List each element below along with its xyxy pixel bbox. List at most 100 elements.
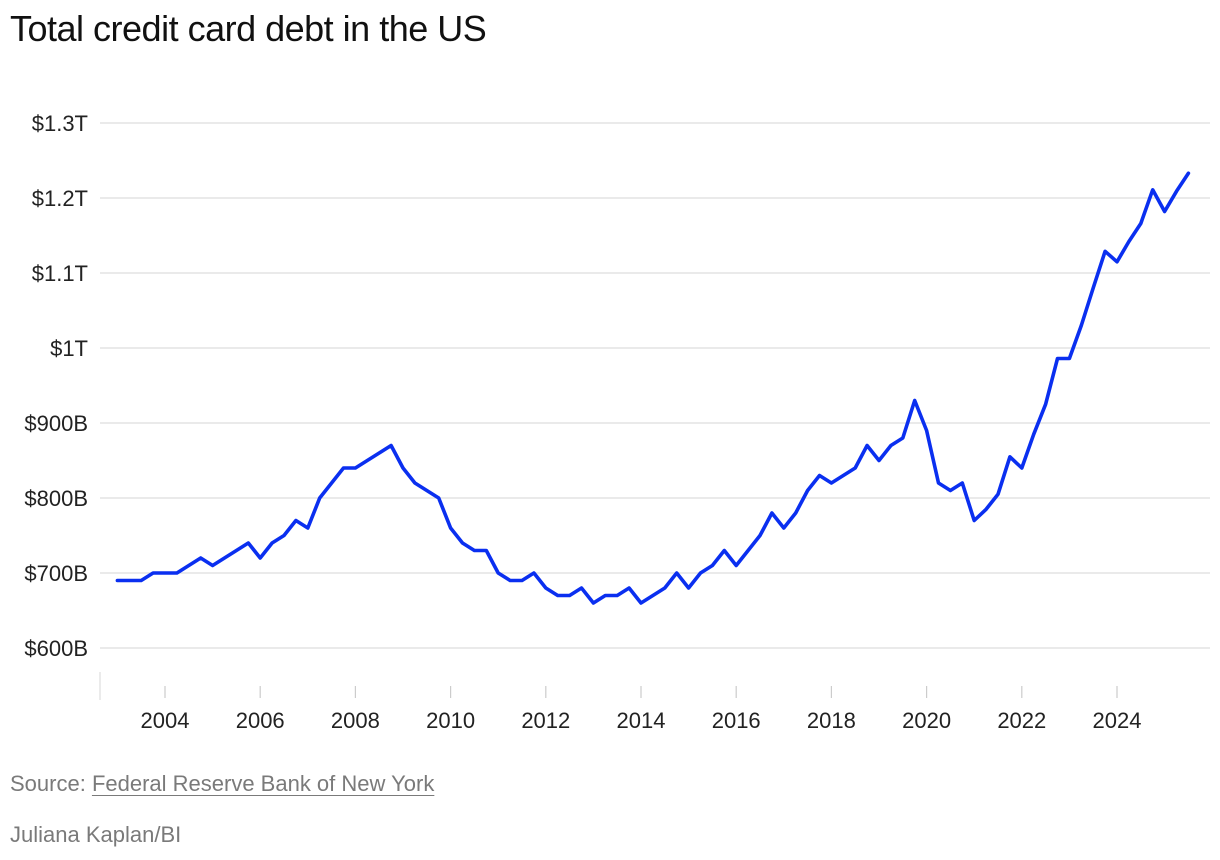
data-point — [925, 429, 928, 432]
data-point — [663, 586, 666, 589]
chart-title: Total credit card debt in the US — [10, 8, 487, 49]
data-point — [889, 444, 892, 447]
x-tick-label: 2016 — [712, 708, 761, 733]
data-point — [866, 444, 869, 447]
data-point — [1056, 357, 1059, 360]
data-point — [794, 511, 797, 514]
data-point — [806, 489, 809, 492]
data-point — [152, 571, 155, 574]
data-point — [735, 564, 738, 567]
data-point — [140, 579, 143, 582]
data-point — [425, 489, 428, 492]
data-point — [1080, 324, 1083, 327]
x-tick-label: 2020 — [902, 708, 951, 733]
x-tick-label: 2012 — [521, 708, 570, 733]
data-point — [282, 534, 285, 537]
data-point — [401, 466, 404, 469]
data-point — [544, 586, 547, 589]
data-point — [1068, 357, 1071, 360]
y-tick-label: $800B — [24, 486, 88, 511]
data-point — [996, 493, 999, 496]
data-point — [390, 444, 393, 447]
data-point — [163, 571, 166, 574]
data-point — [1115, 260, 1118, 263]
data-point — [259, 556, 262, 559]
y-tick-label: $1.2T — [32, 186, 88, 211]
x-tick-label: 2004 — [141, 708, 190, 733]
data-point — [830, 481, 833, 484]
source-link[interactable]: Federal Reserve Bank of New York — [91, 771, 435, 796]
data-point — [1104, 250, 1107, 253]
y-tick-label: $1.3T — [32, 111, 88, 136]
data-point — [1044, 403, 1047, 406]
data-point — [747, 549, 750, 552]
data-point — [211, 564, 214, 567]
data-point — [949, 489, 952, 492]
data-point — [306, 526, 309, 529]
y-tick-label: $1T — [50, 336, 88, 361]
data-point — [175, 571, 178, 574]
data-point — [651, 594, 654, 597]
source-prefix: Source: — [10, 771, 92, 796]
data-point — [199, 556, 202, 559]
data-point — [128, 579, 131, 582]
data-point — [294, 519, 297, 522]
gridlines — [99, 122, 1210, 700]
series-line — [115, 171, 1191, 605]
data-point — [378, 451, 381, 454]
series-layer — [115, 171, 1191, 605]
data-point — [247, 541, 250, 544]
data-point — [854, 466, 857, 469]
data-point — [532, 571, 535, 574]
data-point — [271, 541, 274, 544]
data-point — [604, 594, 607, 597]
y-axis: $600B $700B $800B $900B $1T $1.1T $1.2T $1.3T — [24, 111, 88, 661]
data-point — [520, 579, 523, 582]
data-point — [223, 556, 226, 559]
data-point — [1092, 286, 1095, 289]
data-point — [687, 586, 690, 589]
data-point — [354, 466, 357, 469]
data-point — [1139, 222, 1142, 225]
data-point — [961, 481, 964, 484]
data-point — [592, 601, 595, 604]
data-point — [556, 594, 559, 597]
source-line: Source: Federal Reserve Bank of New York — [10, 771, 434, 797]
data-point — [473, 549, 476, 552]
data-point — [235, 549, 238, 552]
data-point — [461, 541, 464, 544]
data-point — [877, 459, 880, 462]
data-point — [1151, 188, 1154, 191]
data-point — [699, 571, 702, 574]
x-axis: 2004 2006 2008 2010 2012 2014 2016 2018 2020 2022… — [141, 686, 1141, 733]
data-point — [901, 436, 904, 439]
data-point — [568, 594, 571, 597]
line-chart: $600B $700B $800B $900B $1T $1.1T $1.2T $1.3T 2… — [24, 111, 1210, 733]
data-point — [413, 481, 416, 484]
data-point — [1175, 190, 1178, 193]
data-point — [758, 534, 761, 537]
data-point — [509, 579, 512, 582]
data-point — [1032, 433, 1035, 436]
x-tick-label: 2018 — [807, 708, 856, 733]
data-point — [366, 459, 369, 462]
data-point — [449, 526, 452, 529]
data-point — [497, 571, 500, 574]
data-point — [913, 399, 916, 402]
data-point — [628, 586, 631, 589]
data-point — [711, 564, 714, 567]
data-point — [973, 519, 976, 522]
x-tick-label: 2006 — [236, 708, 285, 733]
data-point — [485, 549, 488, 552]
data-point — [1163, 210, 1166, 213]
data-point — [675, 571, 678, 574]
data-point — [842, 474, 845, 477]
y-tick-label: $700B — [24, 561, 88, 586]
data-point — [985, 508, 988, 511]
data-point — [318, 496, 321, 499]
y-tick-label: $600B — [24, 636, 88, 661]
data-point — [1127, 240, 1130, 243]
data-point — [437, 496, 440, 499]
data-point — [818, 474, 821, 477]
data-point — [116, 579, 119, 582]
